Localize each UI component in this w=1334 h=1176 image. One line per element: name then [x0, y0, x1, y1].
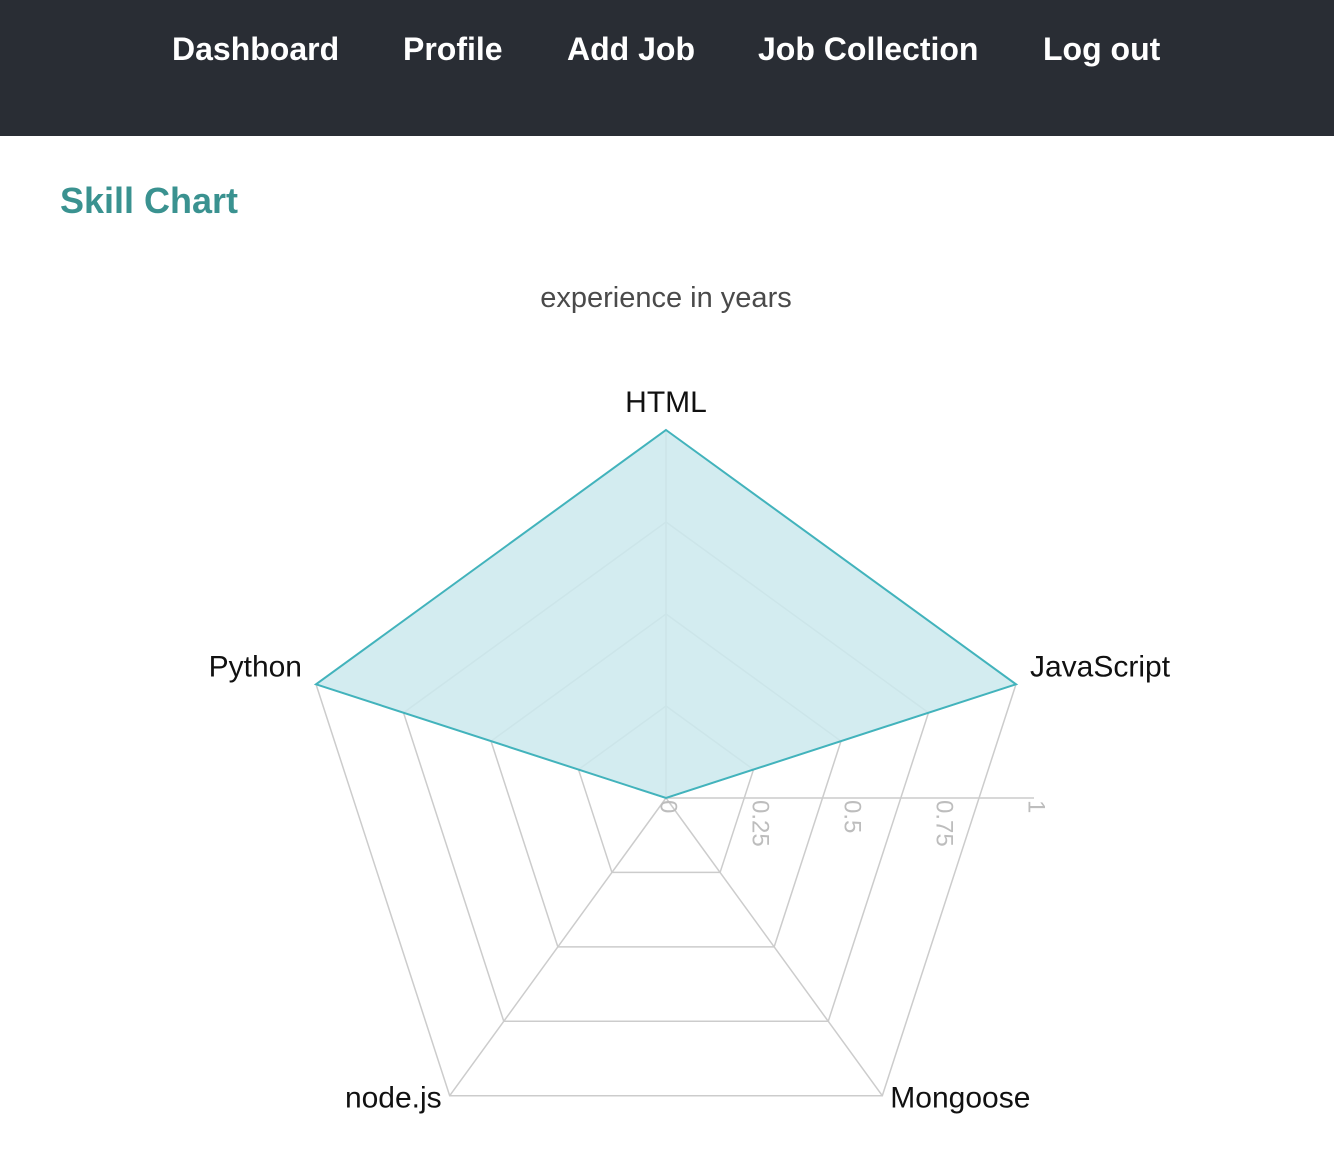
chart-title: experience in years [540, 282, 791, 314]
nav-add-job-link[interactable]: Add Job [567, 31, 695, 67]
radar-tick-labels: 0 0.25 0.5 0.75 1 [655, 800, 1050, 847]
radar-axis-label-javascript: JavaScript [1030, 650, 1171, 683]
radar-axis-labels: HTML JavaScript Mongoose node.js Python [209, 386, 1171, 1115]
radar-spoke [449, 797, 667, 1097]
radar-tick-label: 1 [1023, 800, 1050, 813]
radar-series [313, 428, 1019, 800]
page-title: Skill Chart [60, 180, 239, 221]
radar-axis-label-node-js: node.js [345, 1082, 442, 1115]
nav-profile-link[interactable]: Profile [403, 31, 503, 67]
radar-tick-label: 0.75 [931, 800, 958, 847]
radar-tick-label: 0 [655, 800, 682, 813]
top-navbar: Dashboard Profile Add Job Job Collection… [0, 0, 1334, 136]
radar-tick-label: 0.25 [747, 800, 774, 847]
nav-dashboard-link[interactable]: Dashboard [172, 31, 340, 67]
radar-axis-label-python: Python [209, 650, 302, 683]
radar-spoke [665, 797, 883, 1097]
radar-series-area [313, 428, 1019, 800]
nav-log-out-link[interactable]: Log out [1043, 31, 1161, 67]
nav-job-collection-link[interactable]: Job Collection [758, 31, 979, 67]
radar-axis-label-html: HTML [625, 386, 707, 419]
radar-tick-label: 0.5 [839, 800, 866, 833]
radar-axis-label-mongoose: Mongoose [890, 1082, 1030, 1115]
